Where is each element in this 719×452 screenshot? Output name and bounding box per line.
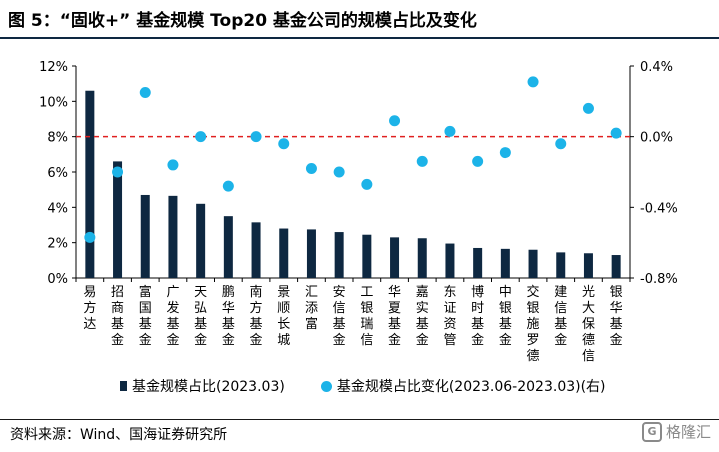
y-left-tick-label: 0% xyxy=(47,272,68,287)
bar xyxy=(390,237,400,278)
bar xyxy=(556,252,566,278)
x-category-label: 广发基金 xyxy=(166,285,179,348)
data-point xyxy=(610,127,622,139)
bar xyxy=(196,203,206,278)
bar xyxy=(85,90,95,278)
legend-bar-label: 基金规模占比(2023.03) xyxy=(132,379,285,395)
y-right-tick-label: -0.8% xyxy=(640,272,678,287)
data-point xyxy=(389,115,401,127)
data-point xyxy=(250,131,262,143)
watermark-text: 格隆汇 xyxy=(665,423,711,441)
bar xyxy=(445,243,455,278)
x-category-label: 银华基金 xyxy=(610,285,623,348)
x-category-label: 嘉实基金 xyxy=(416,285,429,348)
data-point xyxy=(167,159,179,171)
x-category-label: 招商基金 xyxy=(111,285,124,348)
bar xyxy=(334,232,344,278)
y-right-tick-label: 0.4% xyxy=(640,60,673,75)
x-category-label: 交银施罗德 xyxy=(527,284,540,364)
y-left-tick-label: 12% xyxy=(39,60,68,75)
x-category-label: 富国基金 xyxy=(139,284,152,348)
bar xyxy=(500,248,510,278)
x-category-label: 安信基金 xyxy=(333,285,346,348)
data-point xyxy=(472,155,484,167)
bar xyxy=(473,247,483,278)
data-point xyxy=(84,231,96,243)
bar xyxy=(168,195,178,278)
data-point xyxy=(361,178,373,190)
bar xyxy=(362,234,372,278)
x-category-label: 汇添富 xyxy=(305,285,318,332)
data-point xyxy=(416,155,428,167)
bar xyxy=(223,216,233,278)
data-point xyxy=(444,125,456,137)
data-point xyxy=(278,138,290,150)
x-category-label: 中银基金 xyxy=(499,285,512,348)
data-point xyxy=(305,162,317,174)
legend-dot-label: 基金规模占比变化(2023.06-2023.03)(右) xyxy=(336,379,606,395)
x-category-label: 工银瑞信 xyxy=(360,285,373,348)
x-category-label: 天弘基金 xyxy=(194,285,207,348)
legend-item-dot: 基金规模占比变化(2023.06-2023.03)(右) xyxy=(320,376,606,396)
watermark-logo-icon: G xyxy=(641,421,662,442)
x-category-label: 东证资管 xyxy=(443,285,456,348)
bar xyxy=(583,253,593,278)
data-point xyxy=(333,166,345,178)
y-left-tick-label: 2% xyxy=(47,237,68,252)
x-category-label: 易方达 xyxy=(83,285,96,332)
x-category-label: 南方基金 xyxy=(250,284,263,348)
x-category-label: 光大保德信 xyxy=(582,285,595,364)
bar xyxy=(279,228,289,278)
watermark: G 格隆汇 xyxy=(641,421,711,442)
data-point xyxy=(222,180,234,192)
x-category-label: 博时基金 xyxy=(471,285,484,348)
bar xyxy=(417,238,427,278)
y-left-tick-label: 10% xyxy=(39,95,68,110)
data-point xyxy=(139,87,151,98)
data-point xyxy=(527,76,539,88)
y-right-tick-label: 0.0% xyxy=(640,131,673,146)
combo-chart: 0% 2% 4% 6% 8% 10% 12% -0.8% -0.4% 0.0% 0.4% 易方达 招商基… xyxy=(39,60,678,364)
bar xyxy=(140,194,150,278)
data-point xyxy=(555,138,567,150)
legend-bar-swatch xyxy=(120,381,127,391)
data-point xyxy=(499,147,511,159)
source-divider xyxy=(0,419,719,420)
x-category-label: 建信基金 xyxy=(554,285,567,348)
data-point xyxy=(112,166,124,178)
x-category-label: 鹏华基金 xyxy=(222,285,235,348)
chart-legend: 基金规模占比(2023.03) 基金规模占比变化(2023.06-2023.03… xyxy=(120,372,642,400)
bar xyxy=(528,249,538,278)
y-left-tick-label: 4% xyxy=(47,201,68,216)
bar xyxy=(611,255,621,278)
bar xyxy=(251,222,261,278)
x-category-label: 景顺长城 xyxy=(277,285,290,348)
legend-item-bar: 基金规模占比(2023.03) xyxy=(120,376,285,396)
x-category-label: 华夏基金 xyxy=(388,285,401,348)
data-point xyxy=(582,102,594,114)
legend-dot-swatch xyxy=(320,380,332,392)
y-right-tick-label: -0.4% xyxy=(640,201,678,216)
bar xyxy=(306,229,316,278)
data-point xyxy=(195,131,207,143)
y-left-tick-label: 6% xyxy=(47,166,68,181)
figure-title: 图 5：“固收+” 基金规模 Top20 基金公司的规模占比及变化 xyxy=(8,10,477,31)
bar xyxy=(113,161,123,278)
source-note: 资料来源：Wind、国海证券研究所 xyxy=(10,427,228,443)
y-left-tick-label: 8% xyxy=(47,131,68,146)
title-divider xyxy=(0,37,719,39)
